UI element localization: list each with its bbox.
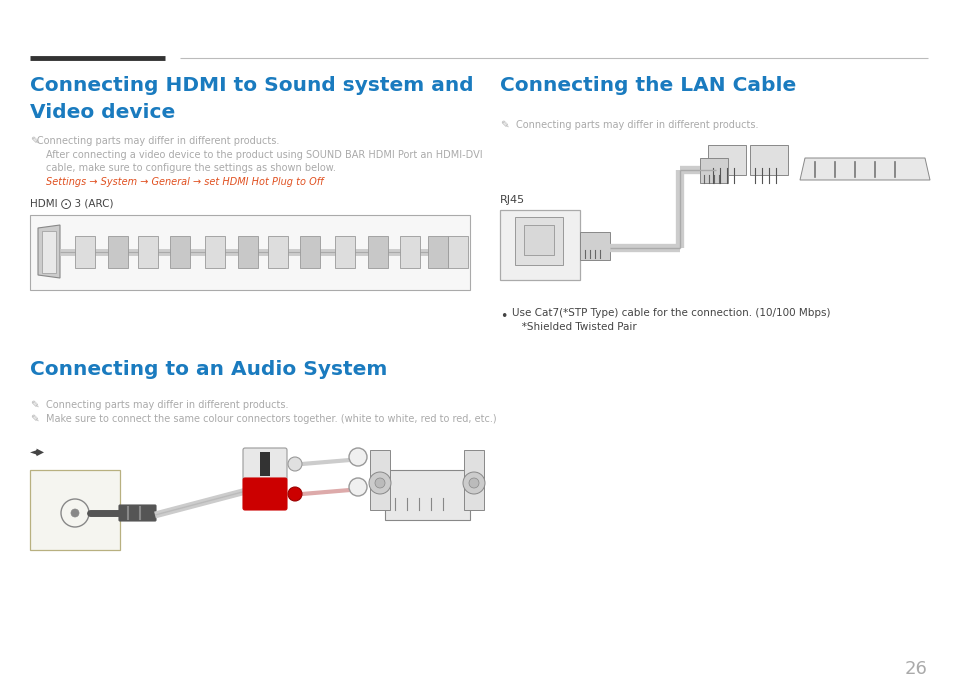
Circle shape (462, 472, 484, 494)
Text: Video device: Video device (30, 103, 175, 122)
FancyBboxPatch shape (335, 236, 355, 268)
Text: cable, make sure to configure the settings as shown below.: cable, make sure to configure the settin… (46, 163, 335, 173)
FancyBboxPatch shape (368, 236, 388, 268)
FancyBboxPatch shape (523, 225, 554, 255)
FancyBboxPatch shape (463, 450, 483, 510)
Text: RJ45: RJ45 (499, 195, 524, 205)
Polygon shape (38, 225, 60, 278)
FancyBboxPatch shape (268, 236, 288, 268)
Text: •: • (499, 310, 507, 323)
FancyBboxPatch shape (30, 215, 470, 290)
FancyBboxPatch shape (707, 145, 745, 175)
Text: Connecting HDMI to Sound system and: Connecting HDMI to Sound system and (30, 76, 473, 95)
FancyBboxPatch shape (260, 452, 270, 476)
FancyBboxPatch shape (243, 448, 287, 480)
Text: Connecting parts may differ in different products.: Connecting parts may differ in different… (30, 136, 279, 146)
Text: ✎: ✎ (30, 400, 39, 410)
FancyBboxPatch shape (243, 478, 287, 510)
Text: Connecting parts may differ in different products.: Connecting parts may differ in different… (46, 400, 288, 410)
Text: 26: 26 (904, 660, 927, 675)
FancyBboxPatch shape (170, 236, 190, 268)
FancyBboxPatch shape (385, 470, 470, 520)
Text: ✎: ✎ (30, 136, 39, 146)
FancyBboxPatch shape (108, 236, 128, 268)
Circle shape (71, 509, 79, 517)
FancyBboxPatch shape (515, 217, 562, 265)
FancyBboxPatch shape (749, 145, 787, 175)
Circle shape (375, 478, 385, 488)
FancyBboxPatch shape (579, 232, 609, 260)
Text: Settings → System → General → set HDMI Hot Plug to Off: Settings → System → General → set HDMI H… (46, 177, 323, 187)
Circle shape (288, 487, 302, 501)
Text: ◄▶: ◄▶ (30, 447, 45, 457)
Text: *Shielded Twisted Pair: *Shielded Twisted Pair (512, 322, 636, 332)
Circle shape (469, 478, 478, 488)
FancyBboxPatch shape (499, 210, 579, 280)
FancyBboxPatch shape (205, 236, 225, 268)
Text: After connecting a video device to the product using SOUND BAR HDMI Port an HDMI: After connecting a video device to the p… (46, 150, 482, 160)
Text: Connecting the LAN Cable: Connecting the LAN Cable (499, 76, 796, 95)
Circle shape (349, 448, 367, 466)
Text: Use Cat7(*STP Type) cable for the connection. (10/100 Mbps): Use Cat7(*STP Type) cable for the connec… (512, 308, 830, 318)
Text: Connecting to an Audio System: Connecting to an Audio System (30, 360, 387, 379)
FancyBboxPatch shape (428, 236, 448, 268)
Circle shape (349, 478, 367, 496)
FancyBboxPatch shape (299, 236, 319, 268)
FancyBboxPatch shape (30, 470, 120, 550)
FancyBboxPatch shape (370, 450, 390, 510)
FancyBboxPatch shape (42, 231, 56, 273)
Text: HDMI ⨀ 3 (ARC): HDMI ⨀ 3 (ARC) (30, 198, 113, 208)
FancyBboxPatch shape (700, 158, 727, 183)
FancyBboxPatch shape (448, 236, 468, 268)
Polygon shape (800, 158, 929, 180)
FancyBboxPatch shape (399, 236, 419, 268)
Circle shape (288, 457, 302, 471)
FancyBboxPatch shape (237, 236, 257, 268)
Text: Make sure to connect the same colour connectors together. (white to white, red t: Make sure to connect the same colour con… (46, 414, 497, 424)
Circle shape (369, 472, 391, 494)
Circle shape (61, 499, 89, 527)
FancyBboxPatch shape (119, 505, 156, 521)
Text: ✎: ✎ (30, 414, 39, 424)
Text: Connecting parts may differ in different products.: Connecting parts may differ in different… (516, 120, 758, 130)
FancyBboxPatch shape (138, 236, 158, 268)
Text: ✎: ✎ (499, 120, 508, 130)
FancyBboxPatch shape (75, 236, 95, 268)
